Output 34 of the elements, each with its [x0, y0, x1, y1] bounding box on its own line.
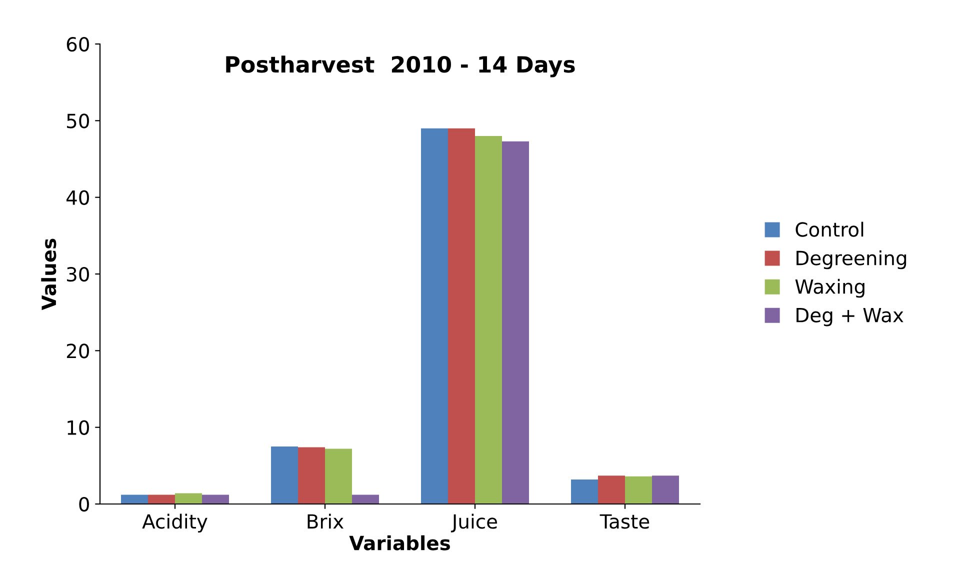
bar — [325, 448, 352, 504]
bar — [571, 479, 598, 504]
bar — [448, 128, 475, 504]
legend-label: Waxing — [795, 278, 864, 298]
y-tick-label: 0 — [79, 496, 89, 512]
y-tick-label: 50 — [67, 114, 89, 128]
y-axis-title: Values — [41, 238, 56, 310]
bar — [475, 136, 502, 504]
bar — [271, 446, 298, 504]
text: Postharvest 2010 - 14 Days — [226, 56, 575, 78]
y-tick-label: 10 — [68, 420, 89, 435]
x-axis-title: Variables — [349, 535, 450, 550]
legend-label: Deg + Wax — [796, 308, 904, 326]
bar — [175, 493, 202, 504]
bar — [352, 494, 379, 504]
bar — [598, 476, 625, 504]
x-tick-label: Acidity — [142, 514, 208, 533]
bar — [202, 494, 229, 504]
bar — [421, 128, 448, 504]
bar — [502, 141, 529, 504]
bar — [298, 447, 325, 504]
bar — [121, 494, 148, 504]
x-tick-label: Juice — [450, 514, 498, 532]
y-tick-label: 20 — [66, 344, 89, 358]
bar — [652, 476, 679, 504]
x-tick-label: Brix — [308, 514, 344, 528]
y-tick-label: 60 — [66, 36, 89, 52]
bar — [148, 494, 175, 504]
legend-label: Control — [796, 222, 864, 237]
legend-label: Degreening — [796, 250, 906, 270]
y-tick-label: 40 — [66, 190, 89, 205]
x-tick-label: Taste — [600, 514, 650, 529]
y-tick-label: 30 — [67, 266, 89, 282]
bar — [625, 476, 652, 504]
